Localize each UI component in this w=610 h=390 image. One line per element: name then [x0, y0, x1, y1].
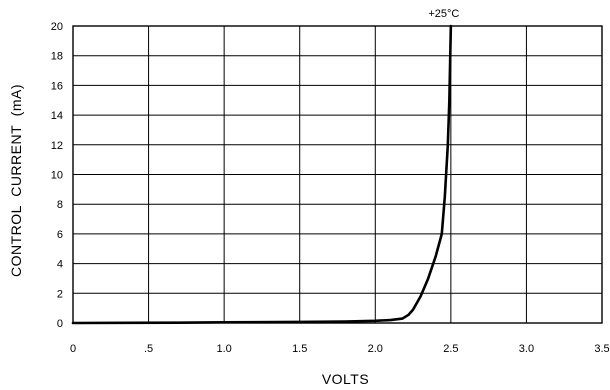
y-tick-label: 14 — [51, 110, 63, 122]
temperature-annotation: +25°C — [428, 8, 459, 20]
x-tick-label: 1.5 — [292, 343, 307, 355]
x-tick-label: 3.0 — [519, 343, 534, 355]
y-tick-label: 20 — [51, 21, 63, 33]
y-tick-label: 18 — [51, 51, 63, 63]
y-tick-label: 6 — [57, 229, 63, 241]
x-tick-label: 1.0 — [216, 343, 231, 355]
y-tick-label: 12 — [51, 140, 63, 152]
x-tick-label: 3.5 — [594, 343, 609, 355]
x-axis-title: VOLTS — [322, 371, 369, 387]
chart-grid — [72, 25, 603, 324]
x-tick-label: 2.5 — [443, 343, 458, 355]
y-tick-label: 0 — [57, 318, 63, 330]
plot-frame — [72, 25, 603, 324]
y-tick-label: 10 — [51, 170, 63, 182]
y-axis-title: CONTROL CURRENT (mA) — [8, 84, 24, 277]
x-tick-label: .5 — [144, 343, 153, 355]
y-tick-label: 8 — [57, 199, 63, 211]
y-axis-ticks: 0 2 4 6 8 10 12 14 16 18 20 — [51, 21, 63, 330]
y-tick-label: 16 — [51, 80, 63, 92]
y-tick-label: 4 — [57, 259, 63, 271]
series-line — [71, 24, 453, 325]
y-tick-label: 2 — [57, 288, 63, 300]
x-tick-label: 0 — [70, 343, 76, 355]
x-axis-ticks: 0 .5 1.0 1.5 2.0 2.5 3.0 3.5 — [70, 343, 610, 355]
x-tick-label: 2.0 — [368, 343, 383, 355]
